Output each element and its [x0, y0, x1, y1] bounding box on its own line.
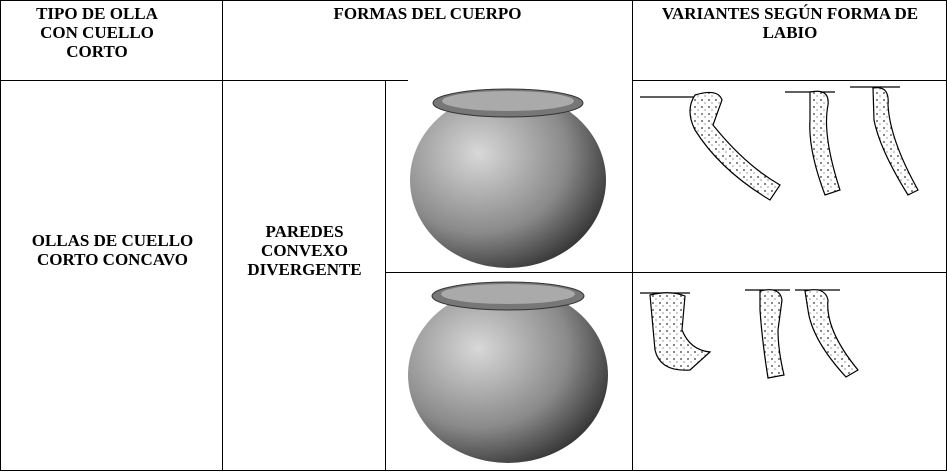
header-cell: VARIANTES SEGÚN FORMA DE LABIO	[661, 4, 919, 42]
body-cell: OLLAS DE CUELLO CORTO CONCAVO	[31, 231, 194, 269]
lip-profiles	[640, 86, 919, 379]
border	[632, 0, 633, 471]
border	[0, 0, 947, 1]
body-cell: PAREDES CONVEXO DIVERGENTE	[247, 221, 362, 279]
border	[385, 272, 947, 273]
border	[222, 0, 223, 471]
border	[0, 80, 408, 81]
border	[385, 80, 386, 471]
border	[0, 0, 1, 471]
border	[632, 80, 947, 81]
border	[0, 470, 947, 471]
header-cell: FORMAS DEL CUERPO	[333, 4, 522, 23]
header-cell: TIPO DE OLLA CON CUELLO CORTO	[36, 4, 158, 61]
pot-2	[408, 281, 608, 463]
pot-1	[410, 88, 606, 268]
